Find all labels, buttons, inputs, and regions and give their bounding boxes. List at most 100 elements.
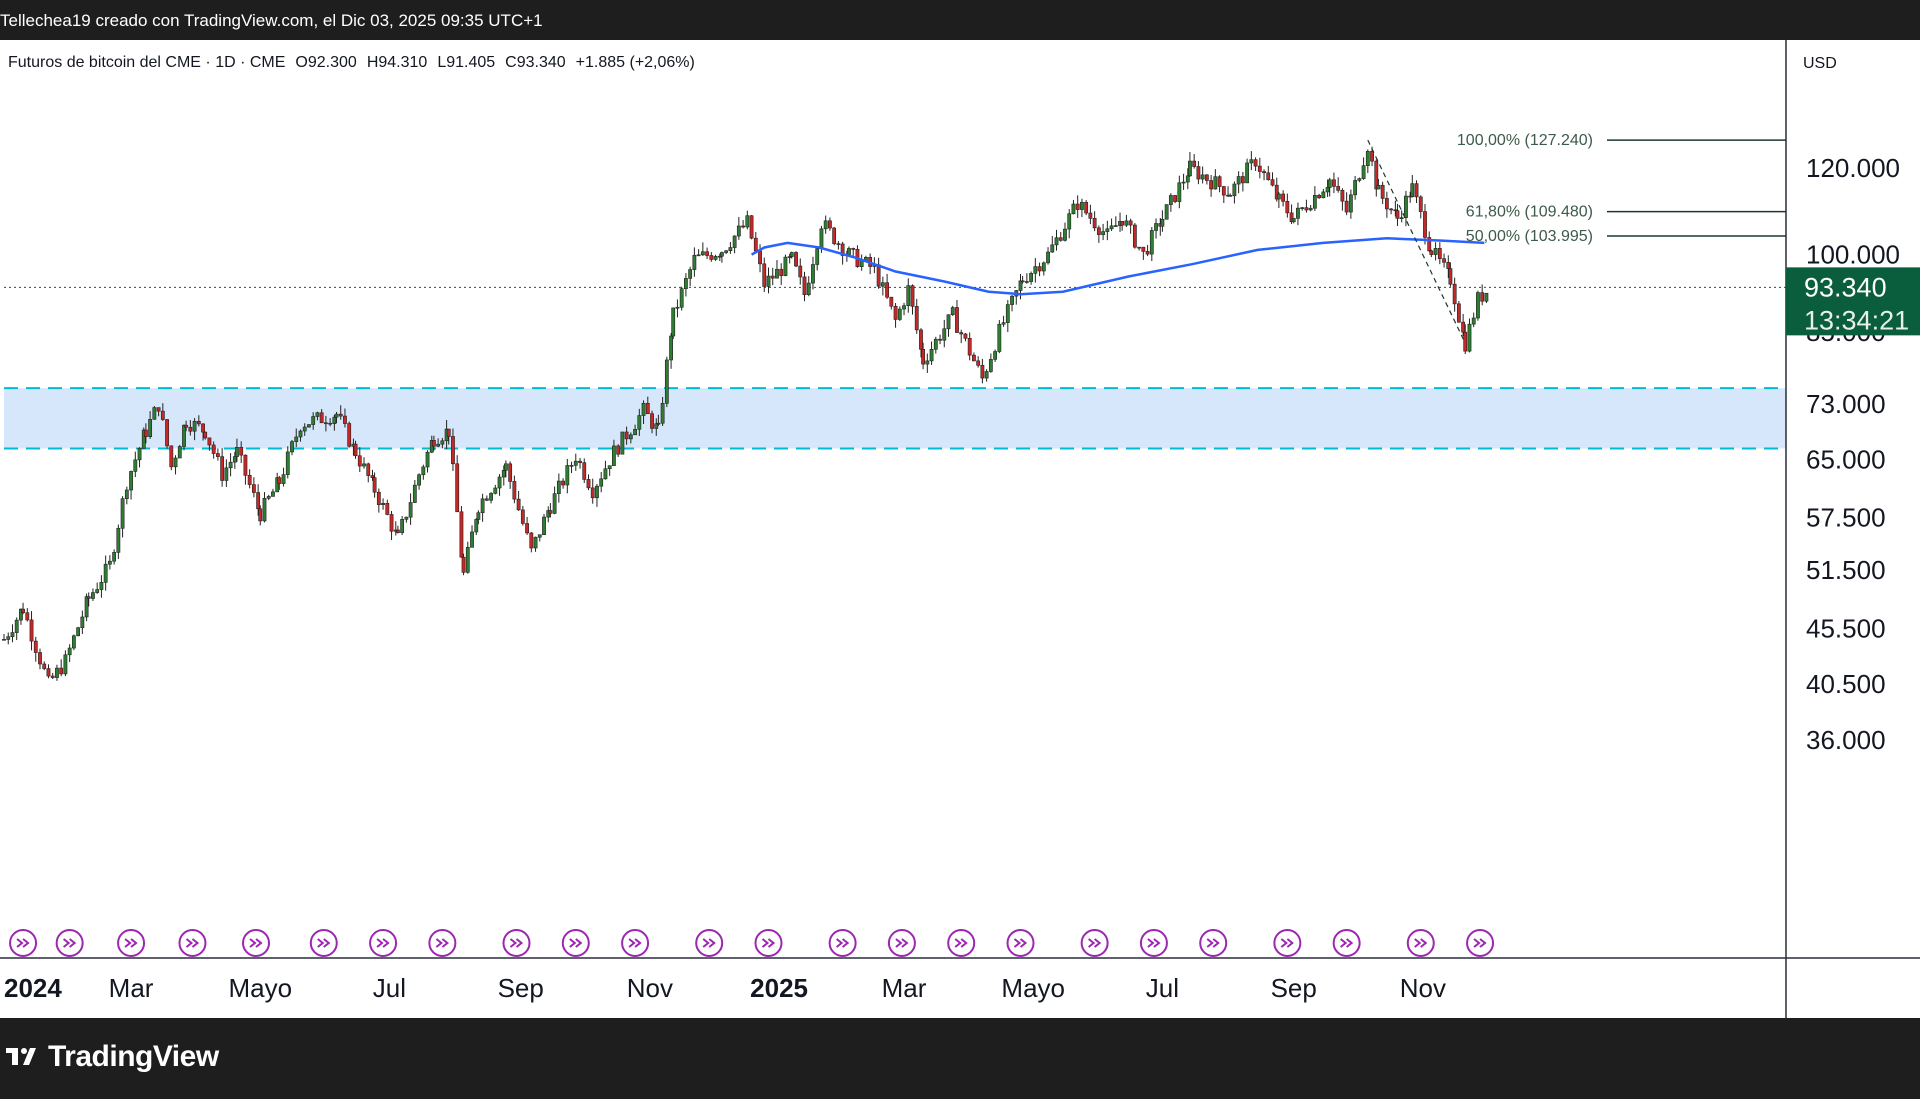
price-tick-label: 40.500 [1806,669,1886,699]
event-icon[interactable] [9,929,38,957]
candle-body [724,250,729,253]
candle-body [395,529,400,533]
event-icon[interactable] [828,929,857,957]
candle-body [84,596,89,618]
candle-body [762,263,767,287]
candle-body [595,485,599,499]
footer-bar: TradingView [0,1018,1920,1099]
event-icon[interactable] [55,929,84,957]
event-icon[interactable] [1199,929,1228,957]
candle-body [177,446,182,459]
event-icon[interactable] [1273,929,1302,957]
event-icon[interactable] [561,929,590,957]
event-icon[interactable] [309,929,338,957]
candle-body [914,306,919,331]
candle-body [362,463,366,467]
candle-body [720,252,724,257]
candle-body [633,429,637,436]
candle-body [1177,182,1182,202]
candle-body [258,508,263,522]
fib-trend-line[interactable] [1367,139,1466,344]
candle-body [770,275,775,279]
event-icon[interactable] [369,929,398,957]
candle-body [112,552,117,562]
candle-body [1209,180,1214,190]
candle-body [294,436,299,442]
candle-body [1429,250,1434,255]
event-icon[interactable] [621,929,650,957]
event-icon[interactable] [887,929,916,957]
candle-body [1173,195,1178,202]
event-icon[interactable] [178,929,207,957]
event-icon[interactable] [242,929,271,957]
candle-body [1185,175,1190,183]
candle-body [1423,211,1427,238]
candle-body [10,632,15,637]
event-icon[interactable] [754,929,783,957]
candle-body [980,365,985,379]
candle-body [76,627,81,637]
candle-body [612,445,616,466]
tradingview-logo[interactable]: TradingView [6,1040,219,1074]
candle-body [1046,251,1050,264]
event-icon[interactable] [947,929,976,957]
candle-body [616,445,621,455]
candle-body [1410,183,1415,197]
candle-body [50,675,55,678]
candle-body [889,296,894,307]
candle-body [224,467,229,481]
candle-body [802,276,807,296]
candle-body [819,228,824,250]
candle-body [967,338,972,356]
candle-body [188,426,193,432]
candle-body [736,225,741,237]
candle-body [1109,225,1114,230]
candle-body [919,329,923,350]
event-icon[interactable] [1080,929,1109,957]
candle-body [1001,322,1006,325]
candle-body [124,489,129,499]
candle-body [997,323,1002,352]
candle-body [688,269,693,279]
candle-body [1132,224,1137,248]
support-zone[interactable] [4,388,1786,449]
candle-body [1033,266,1038,274]
candle-body [1393,209,1398,212]
candle-body [455,463,460,513]
candle-body [412,484,417,503]
candle-body [1228,195,1233,197]
candle-body [493,487,498,494]
candle-body [1041,262,1046,272]
candle-body [1164,204,1169,220]
candle-body [705,251,709,256]
event-icon[interactable] [1332,929,1361,957]
event-icon[interactable] [1466,929,1495,957]
candle-body [783,256,788,276]
event-icon[interactable] [428,929,457,957]
event-icon[interactable] [695,929,724,957]
event-icon[interactable] [1006,929,1035,957]
moving-average-line[interactable] [750,237,1485,296]
candle-body [334,413,339,418]
legend-change: +1.885 (+2,06%) [575,54,695,71]
price-chart[interactable]: 100,00% (127.240) 61,80% (109.480) 50,00% … [0,40,1920,1018]
event-icon[interactable] [117,929,146,957]
event-icon[interactable] [502,929,531,957]
candle-body [1113,225,1118,227]
candle-body [1080,201,1084,210]
price-axis-panel[interactable] [1786,40,1920,1018]
candle-body [19,608,23,621]
candle-body [421,466,426,476]
event-icon[interactable] [1406,929,1435,957]
candle-body [366,463,371,476]
candle-body [1145,251,1150,255]
candle-body [504,463,508,471]
candle-body [266,496,271,499]
candle-body [832,227,837,244]
candle-body [285,451,290,475]
candle-body [664,359,669,404]
candle-body [262,497,267,522]
candle-body [1467,323,1472,352]
candle-body [745,215,750,228]
event-icon[interactable] [1139,929,1168,957]
